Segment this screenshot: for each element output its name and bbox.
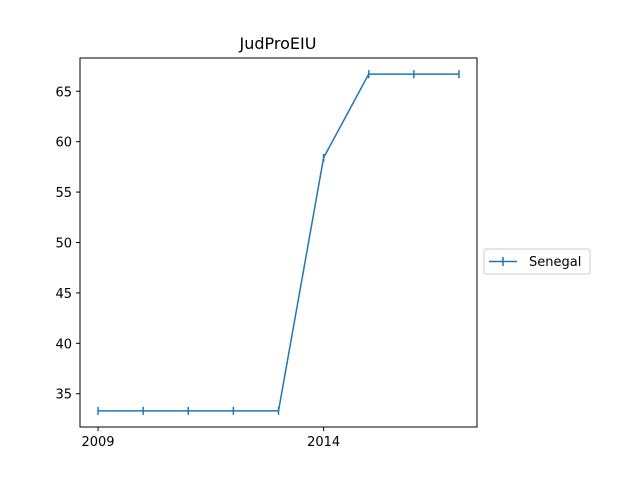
- x-tick-label: 2014: [307, 435, 340, 450]
- chart-title: JudProEIU: [239, 34, 317, 53]
- legend: Senegal: [483, 248, 591, 275]
- legend-box: [483, 248, 591, 275]
- legend-label-senegal: Senegal: [529, 255, 581, 270]
- x-axis: 2009 2014: [81, 427, 340, 450]
- y-tick-label: 45: [55, 287, 72, 302]
- y-tick-label: 60: [55, 136, 72, 151]
- y-tick-label: 40: [55, 337, 72, 352]
- y-tick-label: 35: [55, 388, 72, 403]
- series-layer: [97, 70, 460, 415]
- y-axis: 35 40 45 50 55 60 65: [55, 85, 80, 403]
- series-line-senegal: [98, 73, 459, 412]
- y-tick-label: 65: [55, 85, 72, 100]
- x-tick-label: 2009: [81, 435, 114, 450]
- plot-area: [79, 57, 478, 428]
- y-tick-label: 55: [55, 186, 72, 201]
- y-tick-label: 50: [55, 237, 72, 252]
